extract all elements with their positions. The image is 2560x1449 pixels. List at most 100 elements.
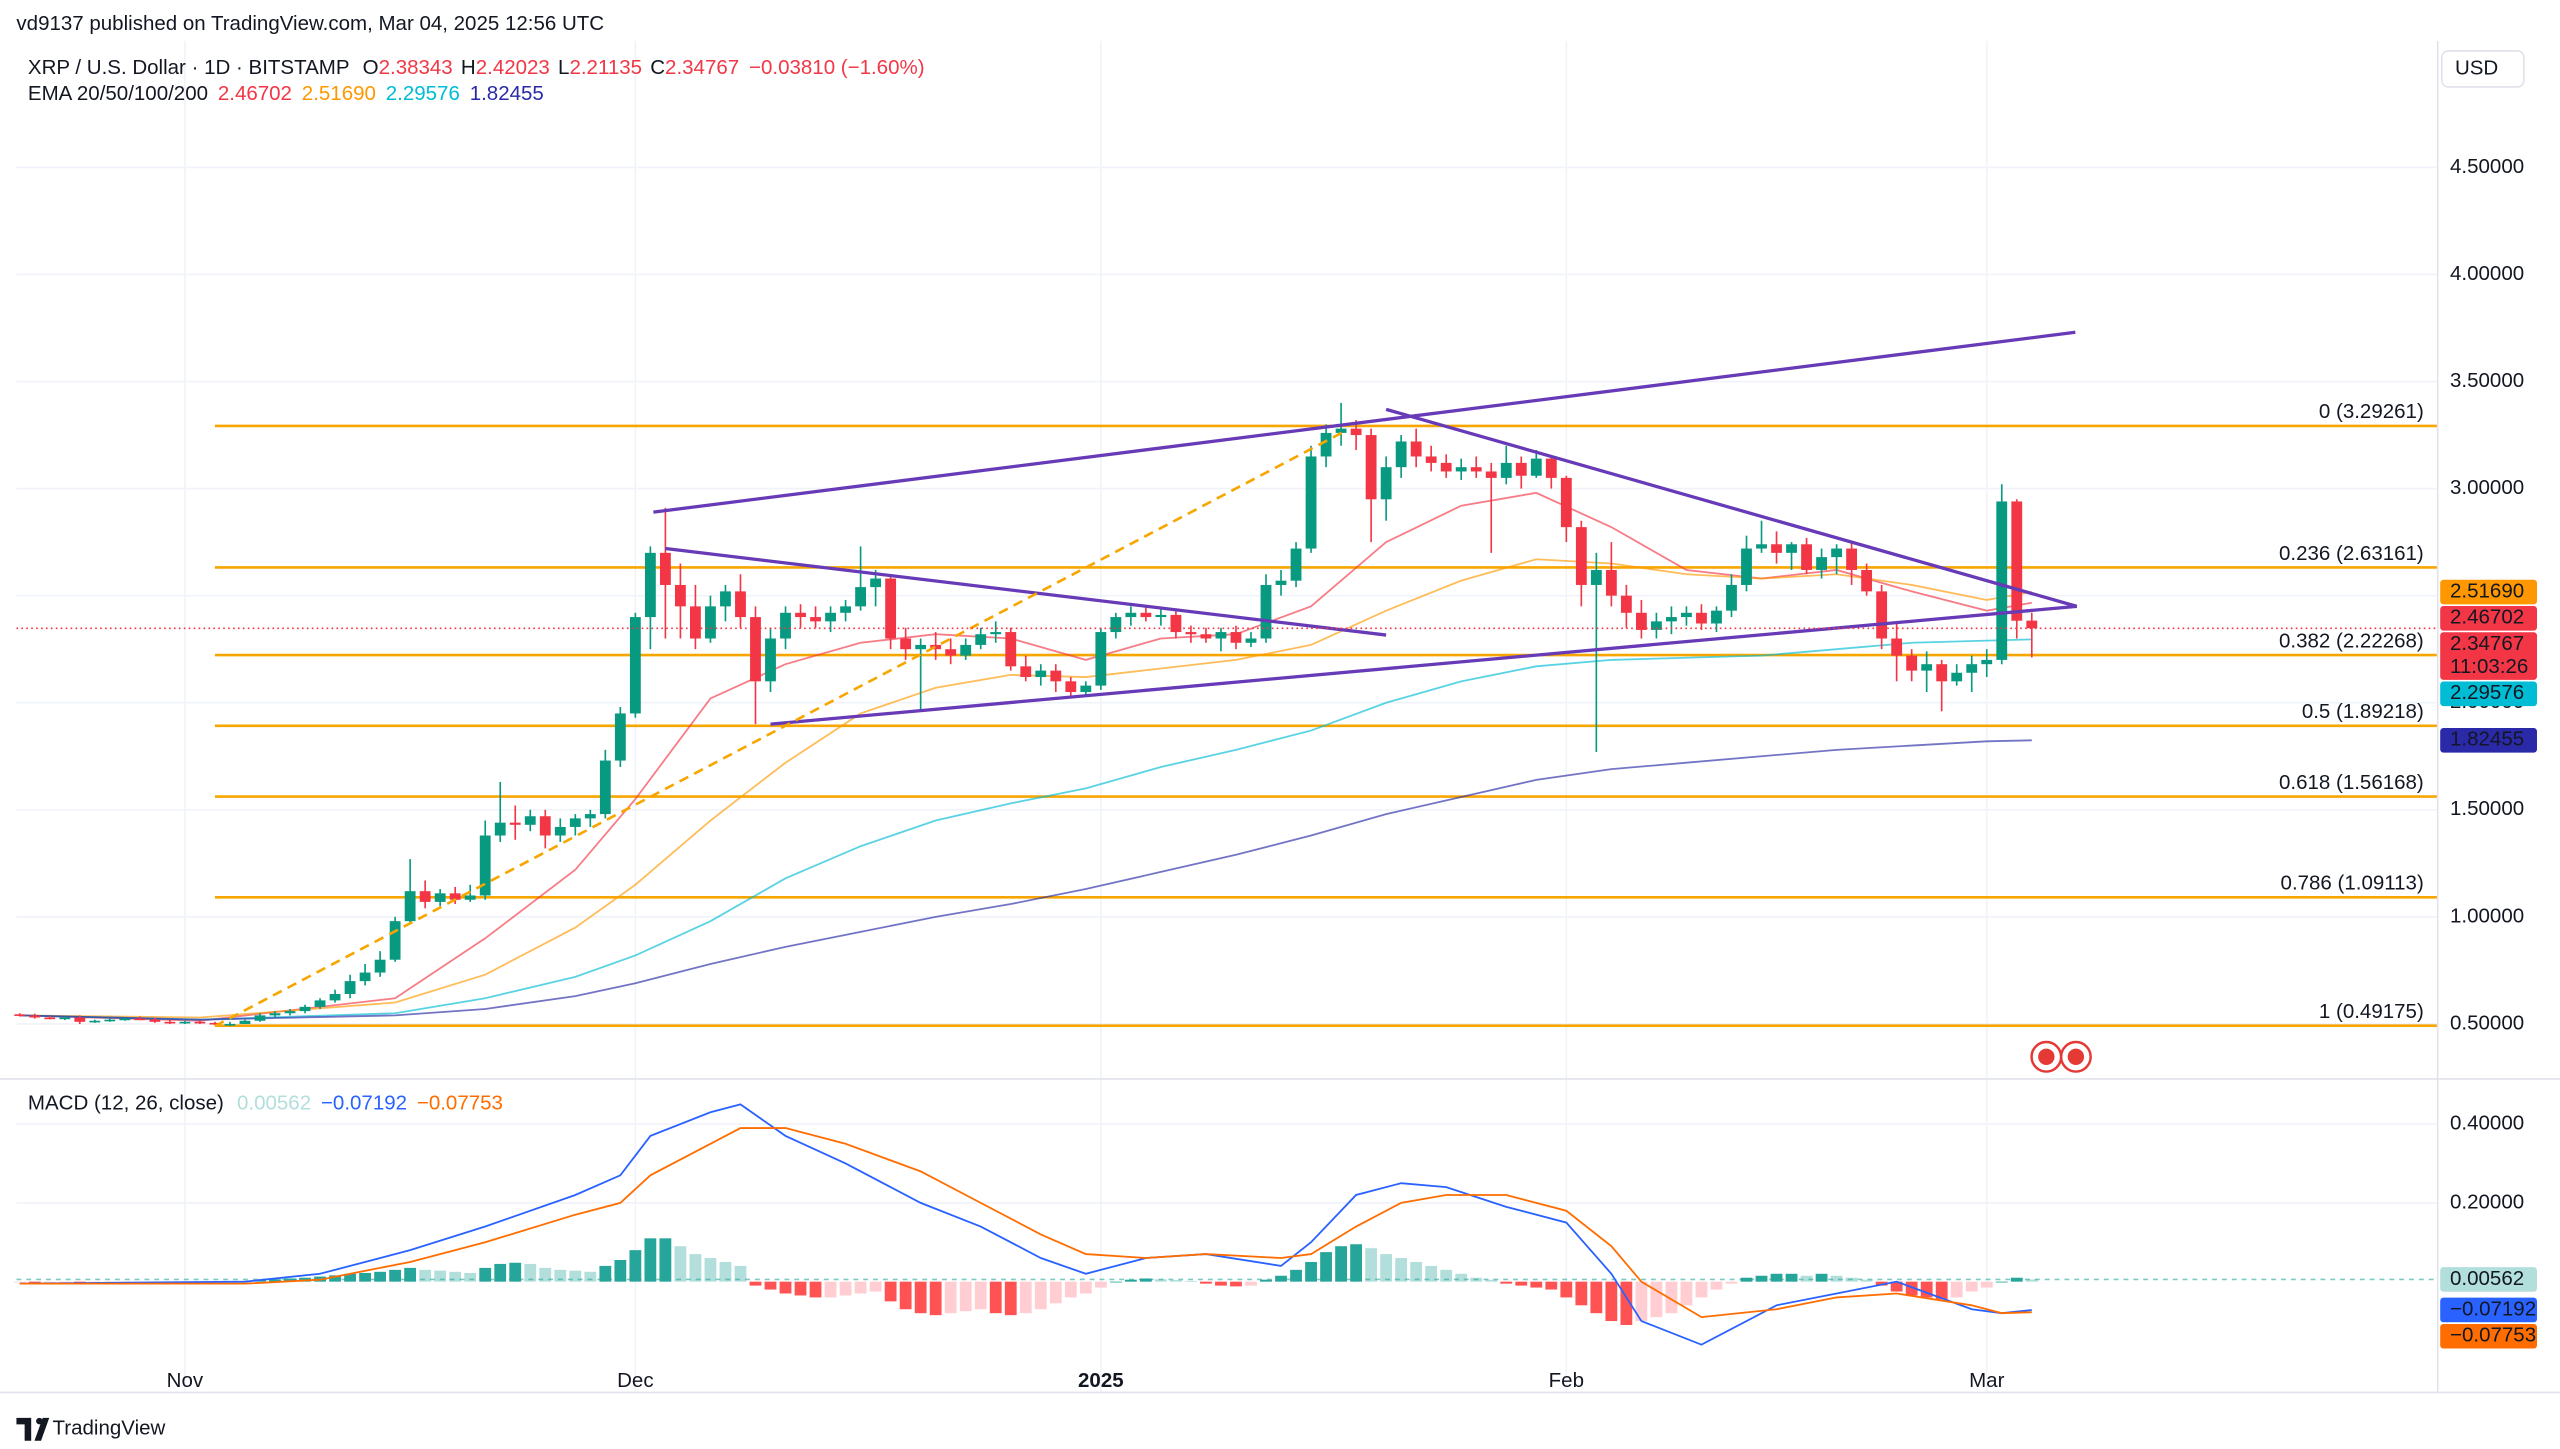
histogram-bar [1635, 1281, 1648, 1322]
y-tick-label: 4.50000 [2450, 155, 2524, 178]
histogram-bar [1965, 1281, 1978, 1292]
histogram-bar [1320, 1252, 1332, 1282]
x-tick-label: Feb [1549, 1369, 1584, 1392]
candle-body [1050, 670, 1062, 682]
candle-body [1200, 634, 1212, 639]
candle-body [1681, 612, 1692, 618]
candle-body [2026, 620, 2038, 629]
candle-body [599, 760, 611, 815]
candle-body [659, 552, 671, 585]
histogram-bar [419, 1269, 432, 1282]
symbol-title: XRP / U.S. Dollar · 1D · BITSTAMP [28, 56, 350, 79]
histogram-bar [539, 1267, 552, 1282]
candle-body [990, 632, 1002, 635]
caption: vd9137 published on TradingView.com, Mar… [16, 12, 604, 35]
ohlc-value: 2.34767 [665, 56, 739, 79]
histogram-bar [509, 1262, 522, 1282]
price-label: 2.29576 [2450, 681, 2524, 704]
histogram-bar [599, 1265, 612, 1282]
candle-body [1966, 664, 1978, 673]
candle-body [404, 891, 416, 922]
candle-body [690, 606, 701, 639]
price-label-box [2440, 728, 2538, 753]
candle-body [1020, 666, 1032, 678]
trend-line [653, 330, 2076, 514]
histogram-bar [1004, 1281, 1017, 1316]
candle-body [780, 612, 791, 639]
trend-line [665, 546, 1387, 637]
histogram-bar [1245, 1281, 1257, 1286]
histogram-bar [1064, 1281, 1077, 1298]
candle-body [389, 921, 401, 960]
histogram-bar [404, 1267, 417, 1282]
candle-body [224, 1023, 236, 1026]
candle-body [795, 612, 806, 618]
candle-body [975, 634, 987, 645]
candle-body [1861, 569, 1873, 592]
candle-body [810, 617, 821, 622]
histogram-bar [1680, 1281, 1693, 1306]
histogram-bar [1725, 1281, 1738, 1284]
candle-body [44, 1017, 56, 1020]
candle-body [119, 1018, 131, 1021]
histogram-bar [764, 1281, 777, 1290]
histogram-bar [1620, 1281, 1633, 1325]
ema-legend-value: 1.82455 [470, 83, 544, 106]
candle-body [1275, 580, 1287, 585]
ema-legend: EMA 20/50/100/200 2.46702 2.51690 2.29576 1.… [28, 83, 544, 106]
ema-legend-title: EMA 20/50/100/200 [28, 83, 208, 106]
ohlc-value: 2.42023 [476, 56, 550, 79]
currency-button[interactable] [2441, 50, 2525, 88]
candle-body [1035, 670, 1047, 678]
candle-body [284, 1011, 296, 1014]
candle-body [1876, 591, 1888, 639]
flag-icon-inner [2067, 1048, 2085, 1066]
histogram-bar [929, 1281, 942, 1316]
candle-body [1170, 614, 1182, 633]
ema-legend-value: 2.51690 [302, 83, 376, 106]
ohlc-prefix: O [363, 56, 379, 79]
x-tick-label: 2025 [1078, 1369, 1124, 1392]
candle-body [329, 993, 341, 1001]
candle-body [509, 822, 521, 825]
price-label-box [2440, 579, 2538, 605]
candle-body [1951, 672, 1963, 682]
price-label-box [2440, 681, 2538, 707]
fib-level-label: 0 (3.29261) [2319, 400, 2424, 423]
histogram-bar [659, 1238, 672, 1282]
candle-body [449, 893, 461, 900]
candle-body [915, 644, 927, 650]
fib-level-label: 0.786 (1.09113) [2281, 872, 2424, 895]
candle-body [1981, 659, 1993, 665]
histogram-bar [1109, 1281, 1122, 1283]
histogram-bar [1094, 1281, 1107, 1288]
candle-body [1260, 584, 1272, 639]
candle-body [1771, 544, 1782, 553]
candle-body [1921, 664, 1933, 671]
candle-body [479, 835, 491, 896]
event-flags [2030, 1040, 2092, 1073]
currency-label[interactable]: USD [2455, 56, 2498, 79]
price-label-box [2440, 1323, 2538, 1349]
histogram-bar [1395, 1258, 1408, 1282]
histogram-bar [1995, 1281, 2008, 1283]
candle-body [89, 1020, 101, 1023]
histogram-bar [719, 1261, 732, 1282]
histogram-bar [1200, 1281, 1212, 1284]
candle-body [1155, 614, 1167, 618]
histogram-bar [1905, 1281, 1918, 1296]
histogram-bar [644, 1238, 657, 1282]
histogram-bar [1034, 1281, 1047, 1310]
candle-body [1065, 681, 1077, 693]
histogram-bar [1260, 1279, 1272, 1282]
candle-body [1290, 548, 1302, 581]
ohlc-prefix: H [461, 56, 476, 79]
candle-body [1350, 428, 1362, 436]
candle-body [239, 1020, 251, 1024]
candle-body [1635, 612, 1647, 630]
candle-body [14, 1014, 26, 1016]
histogram-bar [1665, 1281, 1678, 1314]
ema-legend-value: 2.46702 [218, 83, 292, 106]
y-tick-label: 3.00000 [2450, 476, 2524, 499]
